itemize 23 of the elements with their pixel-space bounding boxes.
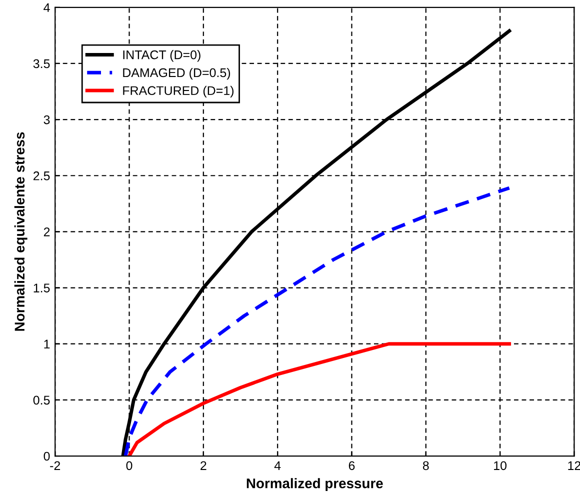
x-tick-label: -2 bbox=[50, 461, 60, 470]
line-series bbox=[128, 342, 512, 456]
x-axis-title: Normalized pressure bbox=[246, 478, 383, 492]
y-tick-label: 0.5 bbox=[33, 396, 50, 405]
y-tick-label: 2.5 bbox=[33, 171, 50, 180]
legend-label: INTACT (D=0) bbox=[123, 50, 200, 62]
y-tick-label: 2 bbox=[44, 228, 50, 236]
x-tick-label: 6 bbox=[348, 461, 355, 470]
y-tick-label: 3 bbox=[44, 115, 50, 124]
y-tick-label: 1 bbox=[44, 340, 50, 348]
x-tick-label: 4 bbox=[274, 461, 281, 470]
x-tick-label: 0 bbox=[126, 461, 132, 470]
x-tick-label: 10 bbox=[494, 461, 507, 470]
legend-label: DAMAGED (D=0.5) bbox=[123, 68, 230, 80]
y-tick-label: 0 bbox=[44, 452, 50, 461]
line-series bbox=[124, 186, 512, 456]
y-tick-label: 1.5 bbox=[34, 284, 50, 292]
y-tick-label: 4 bbox=[44, 3, 50, 12]
y-tick-label: 3.5 bbox=[33, 59, 50, 68]
x-tick-label: 2 bbox=[200, 461, 206, 470]
legend-label: FRACTURED (D=1) bbox=[123, 86, 234, 98]
x-tick-label: 8 bbox=[422, 461, 429, 470]
y-axis-title: Normalized equivalente stress bbox=[14, 132, 28, 331]
